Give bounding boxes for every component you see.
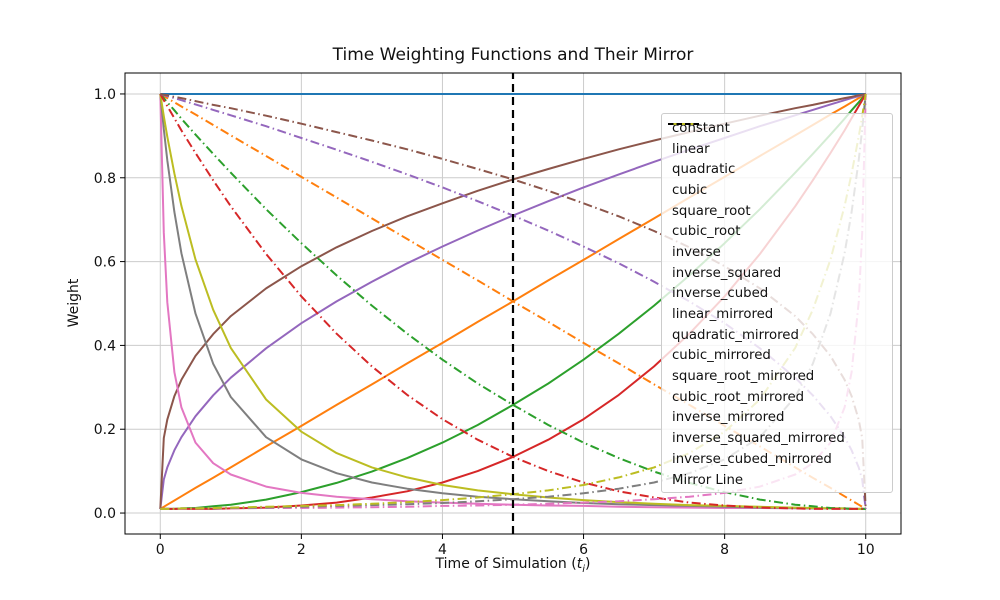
x-axis-label-prefix: Time of Simulation (	[435, 556, 577, 572]
x-tick-label: 8	[720, 542, 729, 558]
legend-entry-inverse-cubed: inverse_cubed	[662, 123, 892, 305]
x-axis-label-subscript: i	[582, 563, 585, 575]
legend-entry-square-root: square_root	[662, 123, 892, 222]
chart-title: Time Weighting Functions and Their Mirro…	[332, 45, 694, 65]
legend-entry-quadratic-mirrored: quadratic_mirrored	[662, 123, 892, 346]
y-tick-label: 1.0	[94, 87, 116, 103]
legend-label: square_root_mirrored	[672, 369, 815, 385]
axes-border	[124, 72, 902, 535]
legend-entry-mirror-line: Mirror Line	[662, 123, 892, 491]
legend-line-sample	[668, 123, 699, 125]
legend: constant linear quadratic cubic square_root c…	[661, 113, 893, 493]
legend-entry-linear-mirrored: linear_mirrored	[662, 123, 892, 325]
series-line-quadratic_mirrored	[159, 93, 866, 510]
x-axis-label-suffix: )	[584, 556, 591, 572]
legend-entry-cubic-root: cubic_root	[662, 123, 892, 242]
tick-labels: 0 2 4 6 8 10 0.0 0.2 0.4 0.6 0.8 1.0	[94, 87, 875, 558]
legend-label: inverse_cubed	[672, 286, 769, 302]
x-tick-label: 6	[579, 542, 588, 558]
x-axis-label-var: t	[576, 556, 583, 572]
legend-label: inverse_squared_mirrored	[672, 431, 845, 447]
legend-entry-cubic-mirrored: cubic_mirrored	[662, 123, 892, 367]
legend-label: square_root	[672, 203, 751, 219]
legend-entry-inverse-mirrored: inverse_mirrored	[662, 123, 892, 429]
legend-entry-quadratic: quadratic	[662, 123, 892, 180]
legend-label: linear_mirrored	[672, 307, 774, 323]
legend-label: linear	[672, 141, 710, 157]
legend-entry-inverse: inverse	[662, 123, 892, 263]
y-tick-label: 0.0	[94, 506, 116, 522]
legend-label: inverse_cubed_mirrored	[672, 451, 832, 467]
y-tick-label: 0.2	[94, 422, 116, 438]
legend-label: Mirror Line	[672, 472, 744, 488]
x-tick-label: 4	[438, 542, 447, 558]
y-tick-label: 0.6	[94, 255, 116, 271]
x-axis-label: Time of Simulation (ti)	[125, 556, 901, 575]
legend-entry-cubic: cubic	[662, 123, 892, 201]
legend-label: quadratic	[672, 162, 736, 178]
legend-label: cubic_root_mirrored	[672, 389, 805, 405]
legend-label: cubic	[672, 182, 708, 198]
legend-entry-cubic-root-mirrored: cubic_root_mirrored	[662, 123, 892, 408]
x-tick-label: 2	[297, 542, 306, 558]
legend-entry-inverse-squared-mirrored: inverse_squared_mirrored	[662, 123, 892, 449]
legend-label: cubic_mirrored	[672, 348, 771, 364]
legend-label: cubic_root	[672, 224, 741, 240]
axes-frame	[120, 72, 902, 539]
legend-label: inverse_mirrored	[672, 410, 785, 426]
x-tick-label: 10	[857, 542, 875, 558]
legend-entry-linear: linear	[662, 123, 892, 160]
legend-entry-inverse-squared: inverse_squared	[662, 123, 892, 284]
series-line-cubic_mirrored	[159, 93, 866, 510]
y-tick-label: 0.8	[94, 171, 116, 187]
legend-entry-inverse-cubed-mirrored: inverse_cubed_mirrored	[662, 123, 892, 470]
legend-entry-square-root-mirrored: square_root_mirrored	[662, 123, 892, 387]
legend-label: inverse	[672, 244, 721, 260]
y-axis-label: Weight	[66, 278, 82, 328]
y-tick-label: 0.4	[94, 338, 116, 354]
legend-label: quadratic_mirrored	[672, 327, 799, 343]
x-tick-label: 0	[156, 542, 165, 558]
legend-label: inverse_squared	[672, 265, 782, 281]
